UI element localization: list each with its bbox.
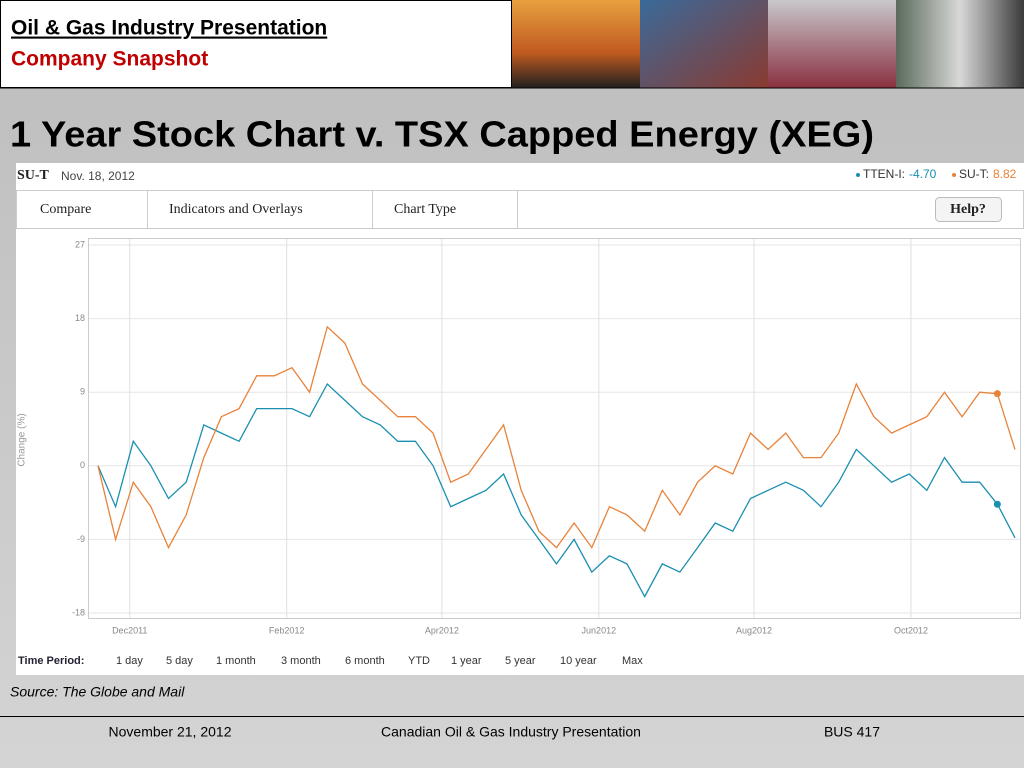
series-line xyxy=(97,325,1016,550)
y-tick-label: 18 xyxy=(75,313,85,323)
legend-value: 8.82 xyxy=(993,167,1017,181)
x-tick-label: Feb2012 xyxy=(269,625,305,635)
legend-entry: TTEN-I: -4.70 xyxy=(863,167,937,181)
x-tick-label: Dec2011 xyxy=(112,625,147,635)
symbol: SU-T xyxy=(17,168,50,183)
y-tick-label: -18 xyxy=(72,607,85,617)
source: Source: The Globe and Mail xyxy=(10,684,185,700)
last-value-dot xyxy=(993,390,1001,398)
y-tick-label: -9 xyxy=(77,534,85,544)
plot: -18 -9 0 9 18 27 Dec2011 Feb2012 Apr2012 Jun2012 A… xyxy=(72,239,1020,635)
y-tick-label: 27 xyxy=(75,239,85,249)
legend-value: -4.70 xyxy=(909,167,937,181)
legend-name: SU-T: xyxy=(959,167,989,181)
time-period-option[interactable]: 5 year xyxy=(505,655,536,667)
header-subtitle: Company Snapshot xyxy=(11,48,208,71)
photo xyxy=(768,0,896,88)
photo xyxy=(896,0,1024,88)
photo xyxy=(640,0,768,88)
time-period-option[interactable]: 10 year xyxy=(560,655,597,667)
time-period-option[interactable]: YTD xyxy=(408,655,430,667)
toolbar-item[interactable]: Compare xyxy=(40,202,91,217)
legend-dot xyxy=(952,173,956,177)
time-period-label: Time Period: xyxy=(18,655,84,667)
toolbar-item[interactable]: Indicators and Overlays xyxy=(169,202,303,217)
time-period-option[interactable]: 1 day xyxy=(116,655,143,667)
y-axis-label: Change (%) xyxy=(17,413,28,466)
help-button[interactable] xyxy=(935,197,1002,222)
time-period-option[interactable]: 5 day xyxy=(166,655,193,667)
footer-date: November 21, 2012 xyxy=(109,724,232,740)
legend-entry: SU-T: 8.82 xyxy=(959,167,1017,181)
legend-name: TTEN-I: xyxy=(863,167,905,181)
toolbar xyxy=(16,190,1024,229)
series-line xyxy=(97,382,1016,598)
plot-area xyxy=(88,238,1021,619)
toolbar-items: Compare Indicators and Overlays Chart Type xyxy=(40,191,518,228)
x-tick-label: Jun2012 xyxy=(582,625,617,635)
footer-center: Canadian Oil & Gas Industry Presentation xyxy=(381,724,641,740)
legend-dot xyxy=(856,173,860,177)
y-tick-label: 9 xyxy=(80,387,85,397)
y-tick-label: 0 xyxy=(80,460,85,470)
slide-title: 1 Year Stock Chart v. TSX Capped Energy … xyxy=(10,114,874,155)
x-tick-label: Aug2012 xyxy=(736,625,772,635)
time-period-option[interactable]: 1 year xyxy=(451,655,482,667)
footer-course: BUS 417 xyxy=(824,724,880,740)
time-period-option[interactable]: Max xyxy=(622,655,643,667)
last-value-dot xyxy=(993,500,1001,508)
time-period-option[interactable]: 3 month xyxy=(281,655,321,667)
time-period-options: 1 day 5 day 1 month 3 month 6 month YTD 1 year… xyxy=(116,655,643,667)
time-period-option[interactable]: 1 month xyxy=(216,655,256,667)
x-tick-label: Apr2012 xyxy=(425,625,459,635)
photo xyxy=(512,0,640,88)
date: Nov. 18, 2012 xyxy=(61,169,135,183)
toolbar-item[interactable]: Chart Type xyxy=(394,202,456,217)
header-box xyxy=(0,0,512,88)
header-title: Oil & Gas Industry Presentation xyxy=(11,17,327,40)
x-tick-label: Oct2012 xyxy=(894,625,928,635)
time-period-option[interactable]: 6 month xyxy=(345,655,385,667)
help-label[interactable]: Help? xyxy=(950,202,986,217)
